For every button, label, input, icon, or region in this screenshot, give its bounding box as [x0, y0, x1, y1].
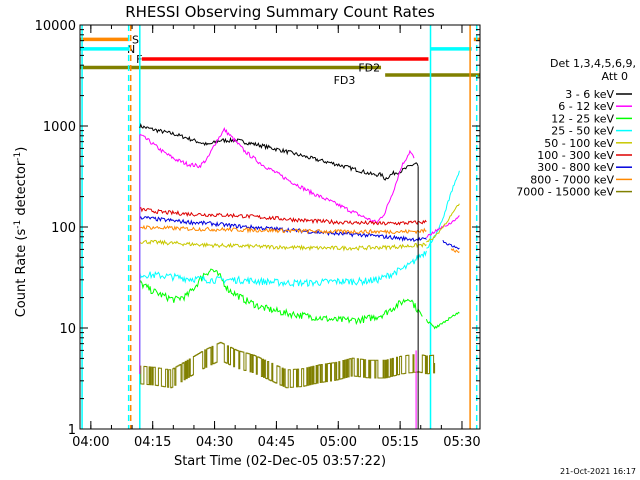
series-line-3-6-kev	[139, 123, 419, 181]
series-line-6-12-kev	[139, 127, 415, 225]
legend-label-100-300-kev: 100 - 300 keV	[537, 149, 614, 162]
legend-header-2: Att 0	[602, 70, 628, 83]
x-axis: 04:00 04:15 04:30 04:45 05:00 05:15 05:30	[72, 25, 481, 450]
y-tick-label: 1000	[43, 120, 76, 135]
series-line-25-50-kev	[139, 250, 427, 288]
y-axis-label-mid: detector	[14, 160, 29, 220]
series-line-800-7000-kev	[139, 224, 427, 235]
x-axis-label: Start Time (02-Dec-05 03:57:22)	[174, 454, 386, 469]
state-bar-label-fd3: FD3	[334, 74, 356, 87]
legend-label-3-6-kev: 3 - 6 keV	[565, 88, 614, 101]
x-tick-label: 05:00	[320, 435, 357, 450]
series-tail-line	[426, 203, 460, 243]
y-axis-label-sup2: -1	[13, 152, 23, 161]
y-axis-label-sup1: -1	[13, 220, 23, 229]
chart-title: RHESSI Observing Summary Count Rates	[125, 3, 435, 21]
series-line-7000-15000-kev	[139, 341, 436, 389]
y-axis: 1 10 100 1000 10000	[35, 19, 480, 438]
y-tick-label: 100	[51, 221, 76, 236]
series-tail-line	[425, 311, 460, 330]
state-bar-label-fd2: FD2	[358, 61, 380, 74]
timestamp: 21-Oct-2021 16:17	[560, 467, 636, 476]
series-line-100-300-kev	[139, 206, 427, 226]
legend-label-6-12-kev: 6 - 12 keV	[558, 100, 614, 113]
series-tail-line	[442, 240, 460, 250]
y-tick-label: 1	[68, 423, 76, 438]
state-bar-label-s: S	[132, 33, 139, 46]
x-tick-label: 05:30	[443, 435, 480, 450]
series-line-50-100-kev	[139, 239, 427, 252]
y-axis-label-main: Count Rate (s	[14, 229, 29, 318]
x-tick-label: 05:15	[381, 435, 418, 450]
y-axis-label-end: )	[14, 147, 29, 152]
series-line-12-25-kev	[139, 268, 423, 326]
legend-header-1: Det 1,3,4,5,6,9,	[550, 57, 636, 70]
legend-label-300-800-kev: 300 - 800 keV	[537, 161, 614, 174]
legend-label-12-25-kev: 12 - 25 keV	[551, 112, 614, 125]
legend-label-800-7000-kev: 800 - 7000 keV	[530, 173, 614, 186]
series-tail-line	[426, 170, 460, 249]
y-axis-label: Count Rate (s-1 detector-1)	[13, 147, 29, 318]
x-tick-label: 04:15	[134, 435, 171, 450]
y-tick-label: 10	[59, 322, 76, 337]
x-tick-label: 04:30	[196, 435, 233, 450]
series-tail-line	[450, 248, 460, 254]
y-tick-label: 10000	[35, 19, 76, 34]
x-tick-label: 04:00	[72, 435, 109, 450]
x-tick-label: 04:45	[258, 435, 295, 450]
legend-label-25-50-kev: 25 - 50 keV	[551, 125, 614, 138]
legend-label-50-100-kev: 50 - 100 keV	[544, 137, 614, 150]
legend-label-7000-15000-kev: 7000 - 15000 keV	[516, 186, 614, 199]
series-group	[139, 123, 460, 429]
